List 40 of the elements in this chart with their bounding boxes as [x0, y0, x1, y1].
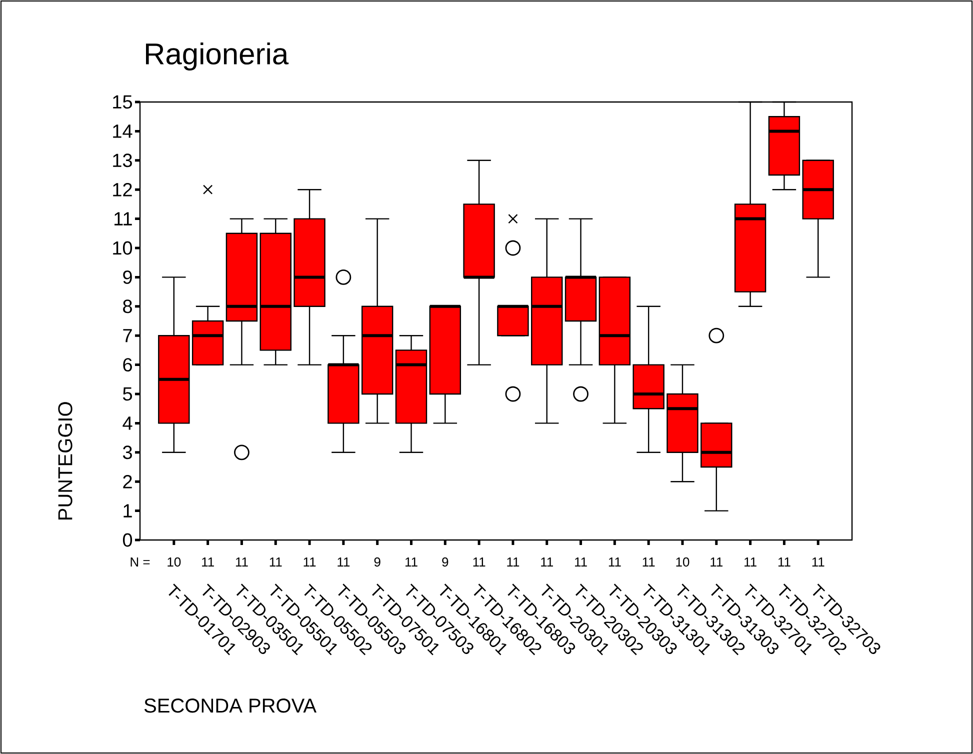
text: 9 [442, 557, 448, 567]
text: 11 [778, 558, 790, 566]
text: 11 [304, 558, 316, 566]
y-tick-label: 6 [123, 358, 132, 372]
text: 11 [812, 558, 824, 566]
x-axis-title: SECONDA PROVA [144, 698, 316, 713]
text: 11 [541, 558, 553, 566]
text: 11 [710, 558, 723, 566]
y-tick-label: 12 [113, 182, 132, 196]
text: 11 [642, 558, 655, 566]
text: 9 [374, 557, 380, 567]
chart-title: Ragioneria [146, 42, 289, 70]
y-tick-label: 4 [122, 416, 132, 430]
text: 11 [270, 558, 282, 566]
text: 11 [338, 558, 350, 566]
text: 11 [744, 558, 756, 566]
y-tick-label: 14 [113, 124, 132, 138]
y-tick-label: 10 [113, 241, 132, 255]
y-tick-label: 11 [114, 212, 132, 226]
text: 11 [202, 558, 214, 566]
y-tick-label: 7 [123, 329, 132, 342]
y-tick-label: 9 [123, 270, 132, 284]
y-axis-title: PUNTEGGIO [58, 402, 72, 520]
text: 10 [168, 557, 181, 567]
y-tick-label: 5 [122, 387, 132, 401]
y-tick-label: 13 [113, 154, 132, 168]
text: 11 [405, 558, 418, 566]
text: 11 [473, 558, 486, 566]
y-tick-label: 8 [123, 300, 132, 314]
y-tick-label: 15 [113, 95, 132, 109]
text: 10 [676, 557, 690, 567]
text: 11 [575, 558, 587, 566]
text: 11 [236, 558, 248, 566]
y-tick-label: 2 [123, 474, 132, 488]
text: 11 [608, 558, 621, 566]
y-tick-label: 3 [122, 446, 132, 460]
y-tick-label: 0 [122, 533, 132, 547]
y-tick-label: 1 [124, 504, 132, 518]
text: N = [130, 558, 150, 566]
text: 11 [507, 558, 520, 566]
